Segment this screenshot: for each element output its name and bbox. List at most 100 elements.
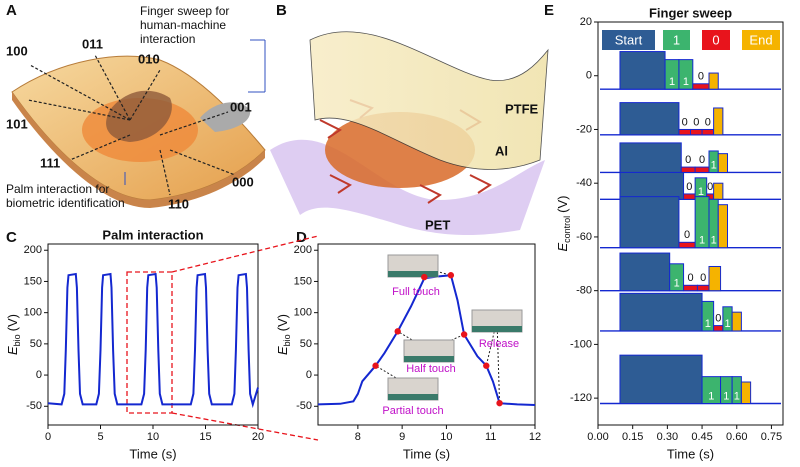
- code-label: 101: [6, 116, 28, 131]
- segment-label: 1: [711, 159, 717, 171]
- y-tick-label: -50: [26, 400, 42, 412]
- y-tick-label: 100: [24, 307, 42, 319]
- y-tick-label: -100: [570, 338, 592, 350]
- segment: [701, 128, 715, 136]
- marker: [394, 328, 401, 335]
- y-tick-label: 200: [24, 244, 42, 256]
- segment: [713, 107, 724, 136]
- marker: [447, 272, 455, 279]
- segment: [690, 128, 703, 136]
- segment: [678, 241, 696, 249]
- y-label-subscript: bio: [12, 334, 22, 346]
- x-tick-label: 9: [399, 431, 405, 443]
- segment: [619, 171, 685, 200]
- annotation: Partial touch: [382, 405, 443, 417]
- segment-label: 0: [682, 116, 688, 128]
- annotation-leader: [375, 365, 414, 389]
- code-label: 111: [40, 155, 60, 170]
- segment-label: 0: [700, 272, 706, 284]
- y-label-subscript: control: [562, 216, 572, 243]
- illustration-a: 100 011 010 101 001 111 000 110 Finger s…: [6, 4, 266, 211]
- finger: [200, 102, 251, 132]
- x-tick-label: 12: [529, 431, 541, 443]
- legend-swatch: [602, 30, 655, 50]
- panel-letter: D: [296, 229, 307, 246]
- segment-label: 0: [686, 181, 692, 193]
- segment: [701, 300, 715, 332]
- note: human-machine: [140, 18, 226, 32]
- segment: [683, 193, 696, 200]
- segment-label: 1: [723, 390, 729, 402]
- ptfe-layer: [309, 31, 549, 170]
- y-label-symbol: E: [5, 346, 20, 355]
- x-tick-label: 8: [355, 431, 361, 443]
- segment-label: 1: [708, 390, 714, 402]
- arrows: [27, 54, 236, 196]
- layer-label: PTFE: [505, 101, 539, 116]
- layer-label: Al: [495, 143, 508, 158]
- segment: [669, 263, 685, 292]
- annotation: Full touch: [392, 286, 440, 298]
- segment: [717, 204, 728, 249]
- y-tick-label: -60: [576, 231, 592, 243]
- marker: [421, 273, 428, 281]
- code-label: 100: [6, 43, 28, 58]
- segment: [692, 83, 710, 90]
- segment: [680, 166, 696, 173]
- segment: [619, 142, 682, 173]
- segment-label: 1: [698, 186, 704, 198]
- plot-frame: [597, 21, 784, 426]
- annotation: Release: [479, 338, 519, 350]
- y-tick-label: 100: [294, 307, 312, 319]
- annotation-leader: [412, 264, 451, 276]
- x-tick-label: 11: [485, 431, 496, 443]
- segment: [678, 128, 691, 136]
- segment-label: 0: [685, 154, 691, 166]
- y-tick-label: -20: [576, 123, 592, 135]
- segment-label: 0: [705, 116, 711, 128]
- segment-label: 0: [715, 312, 721, 324]
- y-tick-label: 50: [30, 338, 42, 350]
- annotation: Half touch: [406, 363, 456, 375]
- note: Palm interaction for: [6, 182, 109, 196]
- x-tick-label: 0.00: [587, 431, 608, 443]
- note: biometric identification: [6, 196, 125, 210]
- x-tick-label: 10: [440, 431, 452, 443]
- marker: [483, 362, 490, 369]
- y-axis-label: Econtrol (V): [555, 195, 572, 251]
- segment: [740, 381, 752, 405]
- x-tick-label: 0.75: [761, 431, 782, 443]
- segment: [683, 284, 698, 292]
- chart-title: Finger sweep: [649, 5, 732, 20]
- marker: [460, 331, 468, 338]
- y-tick-label: 150: [294, 275, 312, 287]
- chart-title: Palm interaction: [102, 227, 203, 242]
- annotation-photo-pad: [388, 271, 438, 277]
- marker: [496, 399, 503, 407]
- segment-label: 1: [734, 390, 740, 402]
- note: Finger sweep for: [140, 4, 229, 18]
- panel-letter: B: [276, 2, 287, 19]
- zoom-indicator: [126, 235, 319, 441]
- segment: [678, 59, 694, 90]
- y-axis-label: Ebio (V): [5, 314, 22, 355]
- x-tick-label: 20: [252, 431, 264, 443]
- segment-label: 0: [693, 116, 699, 128]
- annotation-photo-pad: [388, 394, 438, 400]
- segment-label: 0: [684, 229, 690, 241]
- y-tick-label: 0: [586, 70, 592, 82]
- code-label: 110: [168, 196, 189, 211]
- segment: [694, 166, 710, 173]
- y-axis-label: Ebio (V): [275, 314, 292, 355]
- x-axis-label: Time (s): [129, 446, 176, 461]
- hand: [106, 90, 172, 142]
- x-tick-label: 5: [97, 431, 103, 443]
- segment-label: 1: [724, 318, 730, 330]
- segment: [619, 102, 680, 136]
- y-tick-label: 0: [36, 369, 42, 381]
- y-label-unit: (V): [5, 314, 20, 331]
- segment: [619, 292, 703, 332]
- annotation-photo-pad: [404, 356, 454, 362]
- x-tick-label: 0: [45, 431, 51, 443]
